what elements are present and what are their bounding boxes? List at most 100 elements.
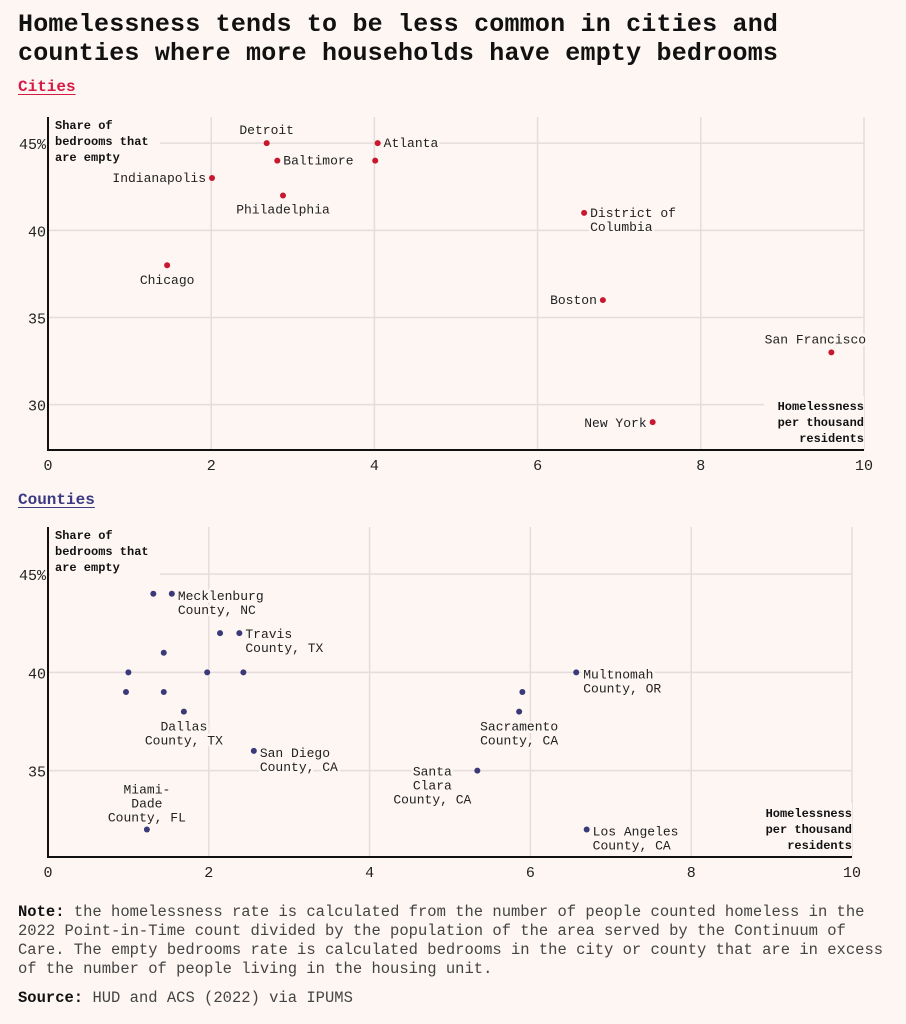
y-axis-title-line: bedrooms that (55, 545, 149, 559)
data-point (209, 175, 216, 182)
point-label: Travis (245, 627, 292, 642)
point-label: Chicago (140, 273, 195, 288)
cities-scatter-chart: 0 2 4 6 8 10 45% 40 35 30 Share of bedrooms that are… (19, 117, 873, 475)
point-label: New York (584, 416, 647, 431)
point-label: County, CA (593, 839, 671, 854)
data-point (125, 669, 132, 676)
x-tick-label: 0 (43, 865, 52, 882)
point-label: Sacramento (480, 720, 558, 735)
data-point (374, 140, 381, 147)
section-title-counties[interactable]: Counties (18, 491, 95, 509)
data-point (122, 689, 129, 695)
source-text: HUD and ACS (2022) via IPUMS (92, 989, 353, 1007)
x-axis-title-line: per thousand (766, 823, 852, 837)
data-point (828, 349, 835, 356)
x-tick-label: 6 (526, 865, 535, 882)
x-tick-label: 10 (855, 458, 873, 475)
y-tick-label: 35 (28, 765, 46, 782)
x-axis-title-background (764, 396, 864, 448)
y-axis-title-background (50, 527, 160, 575)
title-line-1: Homelessness tends to be less common in … (18, 10, 779, 39)
point-label: County, CA (393, 793, 471, 808)
y-tick-label: 30 (28, 399, 46, 416)
point-label: Mecklenburg (178, 589, 264, 604)
data-point (160, 689, 167, 695)
note-label: Note: (18, 903, 65, 921)
point-label: County, TX (145, 734, 223, 749)
data-point (180, 708, 187, 715)
point-label: Clara (413, 779, 452, 794)
data-point (573, 669, 580, 676)
point-label: Baltimore (283, 154, 353, 169)
y-axis-title-line: Share of (55, 119, 113, 133)
data-point (583, 826, 590, 833)
y-axis-title-line: are empty (55, 561, 120, 575)
x-tick-label: 8 (687, 865, 696, 882)
point-label: Indianapolis (112, 171, 206, 186)
point-label: San Diego (260, 746, 330, 761)
x-tick-label: 2 (207, 458, 216, 475)
x-axis-title-line: residents (799, 432, 864, 446)
footnote: Note: the homelessness rate is calculate… (18, 903, 898, 979)
x-tick-label: 2 (204, 865, 213, 882)
data-point (581, 209, 588, 216)
point-label: County, CA (480, 734, 558, 749)
x-axis-title-line: residents (787, 839, 852, 853)
x-axis-title-line: Homelessness (778, 400, 864, 414)
point-label: Detroit (239, 123, 294, 138)
point-label: Dallas (160, 720, 207, 735)
point-label: San Francisco (765, 332, 866, 347)
point-label: Los Angeles (593, 825, 679, 840)
data-point (143, 826, 150, 833)
x-tick-label: 4 (365, 865, 374, 882)
data-point (280, 192, 287, 199)
point-label: District of (590, 206, 676, 221)
data-point (164, 262, 171, 269)
point-label: County, OR (583, 681, 661, 696)
point-label: Boston (550, 293, 597, 308)
y-axis-title-line: bedrooms that (55, 135, 149, 149)
x-axis-title-line: Homelessness (766, 807, 852, 821)
y-tick-label: 40 (28, 666, 46, 683)
data-point (263, 140, 270, 147)
y-tick-label: 40 (28, 224, 46, 241)
y-axis-title-background (50, 117, 160, 165)
data-point (217, 630, 224, 637)
section-title-cities[interactable]: Cities (18, 78, 76, 96)
point-label: Santa (413, 765, 452, 780)
source-line: Source: HUD and ACS (2022) via IPUMS (18, 989, 353, 1007)
x-tick-label: 10 (843, 865, 861, 882)
data-point (160, 649, 167, 656)
point-label: Columbia (590, 220, 653, 235)
counties-scatter-chart: 0 2 4 6 8 10 45% 40 35 Share of bedrooms that are e… (19, 527, 861, 882)
y-axis-title-line: are empty (55, 151, 120, 165)
point-label: Miami- (123, 783, 170, 798)
point-label: County, FL (108, 811, 186, 826)
y-axis-title-line: Share of (55, 529, 113, 543)
data-point (240, 669, 247, 676)
point-label: County, NC (178, 603, 256, 618)
point-label: County, CA (260, 760, 338, 775)
title-line-2: counties where more households have empt… (18, 39, 779, 68)
x-tick-label: 8 (696, 458, 705, 475)
point-label: Philadelphia (236, 202, 330, 217)
x-tick-label: 4 (370, 458, 379, 475)
data-point (474, 767, 481, 774)
point-label: Atlanta (384, 136, 439, 151)
data-point (250, 747, 257, 754)
note-text: the homelessness rate is calculated from… (18, 903, 884, 978)
data-point (236, 630, 243, 637)
source-label: Source: (18, 989, 84, 1007)
x-tick-label: 0 (43, 458, 52, 475)
point-label: Dade (131, 797, 162, 812)
data-point (150, 590, 157, 597)
data-point (516, 708, 523, 715)
chart-title: Homelessness tends to be less common in … (18, 10, 778, 68)
point-label: Multnomah (583, 667, 653, 682)
data-point (599, 297, 606, 304)
y-tick-label: 45% (19, 137, 47, 154)
x-tick-label: 6 (533, 458, 542, 475)
point-label: County, TX (245, 641, 323, 656)
y-tick-label: 35 (28, 311, 46, 328)
data-point (519, 689, 526, 695)
